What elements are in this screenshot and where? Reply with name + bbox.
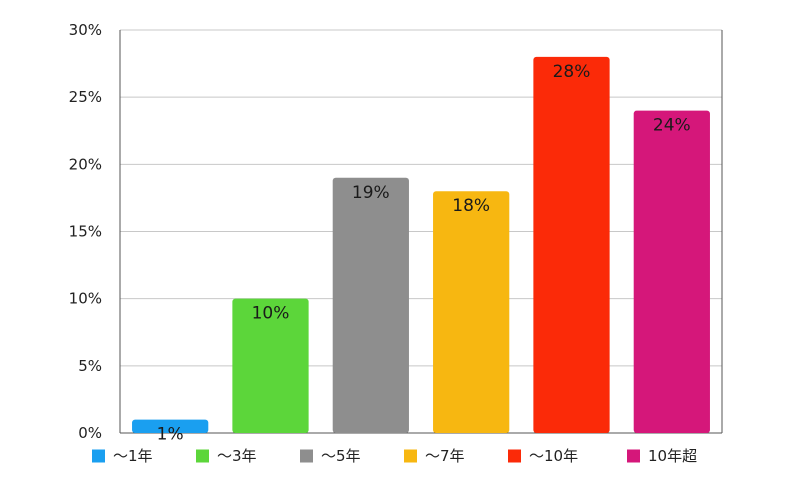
bar <box>533 56 610 433</box>
data-label: 10% <box>252 304 290 324</box>
legend-label: ～3年 <box>217 447 257 465</box>
y-tick-label: 15% <box>69 223 102 241</box>
y-tick-label: 25% <box>69 88 102 106</box>
y-tick-label: 10% <box>69 290 102 308</box>
axes <box>119 30 723 434</box>
data-label: 1% <box>157 425 184 445</box>
data-labels: 1% 10% 19% 18% 28% 24% <box>157 62 691 445</box>
bar <box>132 419 209 433</box>
data-label: 28% <box>553 62 591 82</box>
gridlines <box>120 29 722 367</box>
legend-swatch <box>196 449 209 463</box>
legend-label: ～1年 <box>113 447 153 465</box>
y-tick-label: 5% <box>78 357 102 375</box>
y-tick-label: 20% <box>69 155 102 173</box>
bar <box>633 110 710 433</box>
bar <box>232 298 309 433</box>
legend-swatch <box>300 449 313 463</box>
legend-label: 10年超 <box>648 447 697 465</box>
legend-swatch <box>404 449 417 463</box>
legend-label: ～10年 <box>529 447 578 465</box>
data-label: 19% <box>352 183 390 203</box>
y-tick-label: 0% <box>78 424 102 442</box>
bar <box>332 177 409 433</box>
y-tick-label: 30% <box>69 21 102 39</box>
bars <box>132 56 710 433</box>
legend: ～1年 ～3年 ～5年 ～7年 ～10年 10年超 <box>92 447 697 465</box>
legend-swatch <box>508 449 521 463</box>
bar <box>433 191 510 433</box>
legend-swatch <box>92 449 105 463</box>
legend-swatch <box>627 449 640 463</box>
y-axis-ticks: 0% 5% 10% 15% 20% 25% 30% <box>69 21 102 442</box>
legend-label: ～5年 <box>321 447 361 465</box>
data-label: 18% <box>452 196 490 216</box>
data-label: 24% <box>653 116 691 136</box>
legend-label: ～7年 <box>425 447 465 465</box>
